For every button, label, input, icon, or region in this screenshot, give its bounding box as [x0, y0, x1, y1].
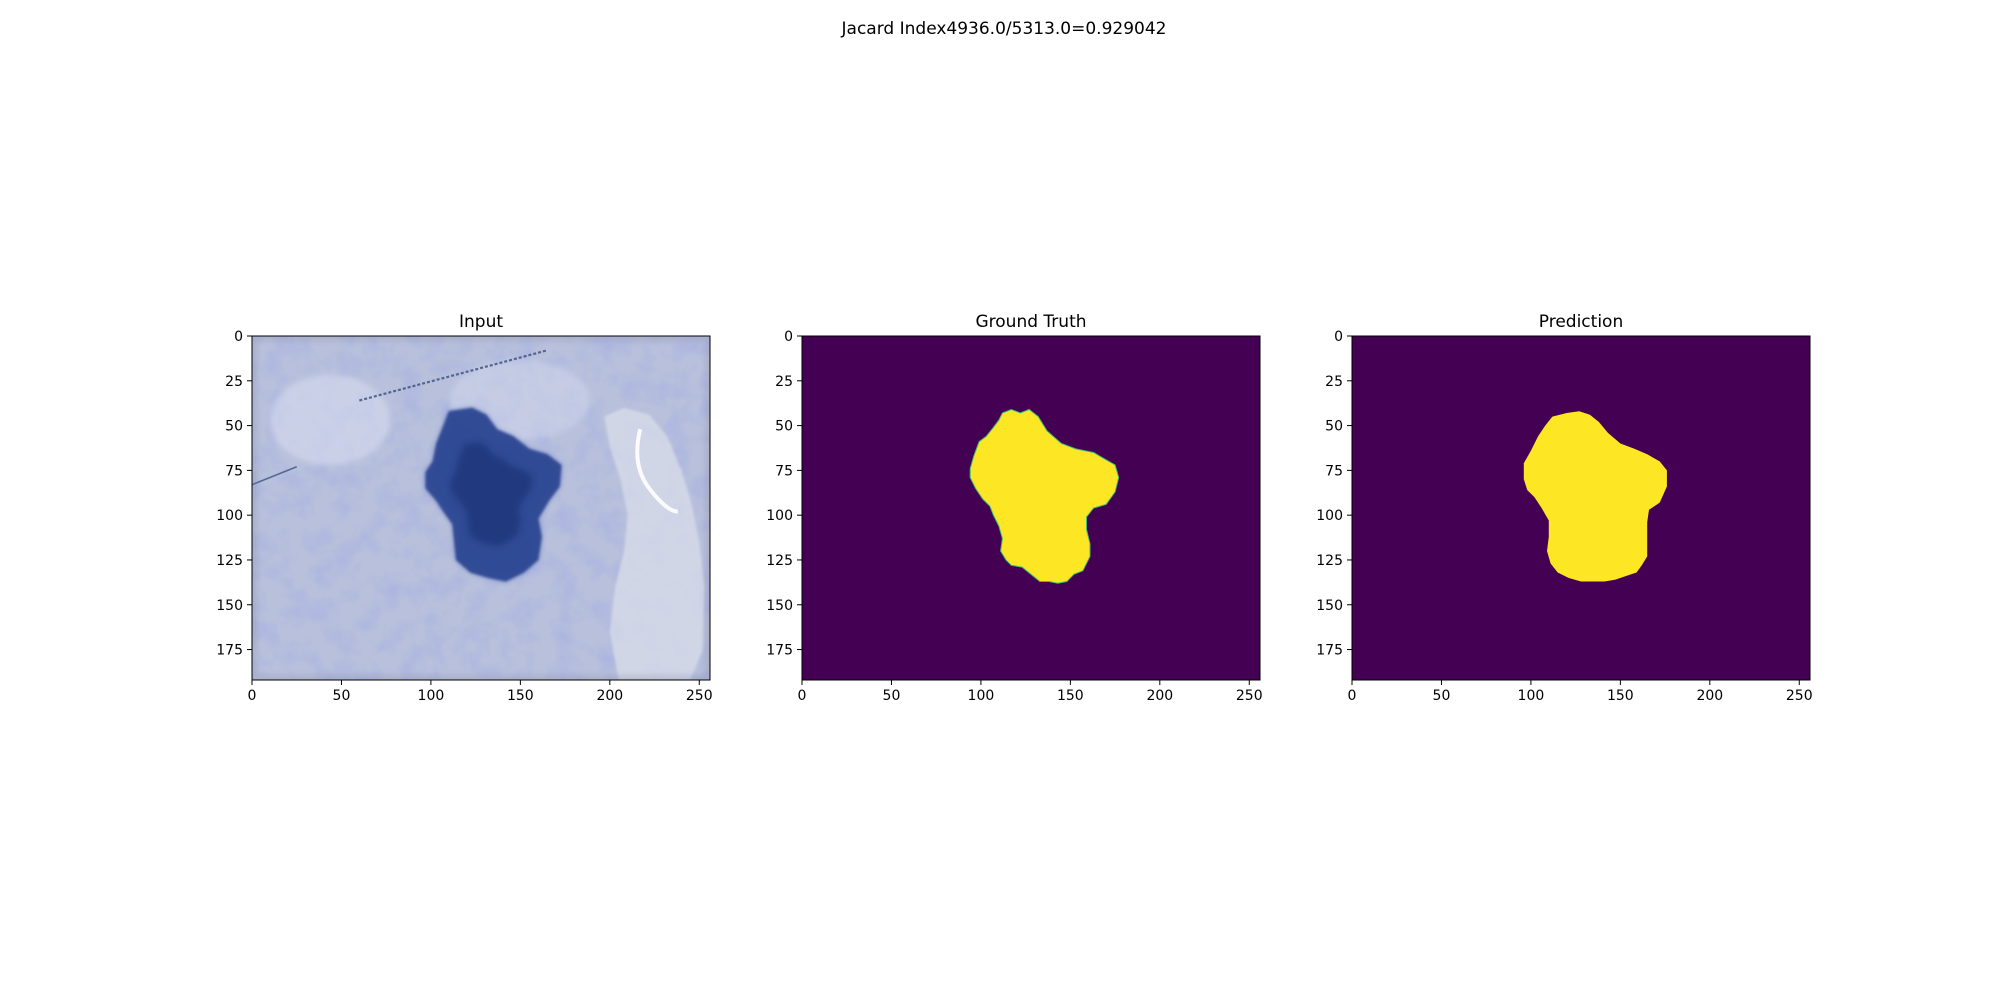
lesion-core — [450, 442, 533, 547]
x-tick-label: 200 — [1696, 688, 1723, 704]
y-tick-label: 75 — [225, 463, 243, 479]
axes-frame-prediction: 0 50 100 150 200 250 0 25 50 75 100 125 150 175 — [1316, 329, 1812, 704]
input-image-wrinkle-region — [604, 407, 705, 680]
x-tick-label: 0 — [248, 688, 257, 704]
x-tick-label: 0 — [798, 688, 807, 704]
panel-title-ground-truth: Ground Truth — [975, 312, 1086, 332]
y-tick-label: 25 — [1325, 374, 1343, 390]
wrinkle-region-fill — [604, 407, 705, 680]
panel-ground-truth: Ground Truth 0 50 100 150 200 250 0 25 50 75 100 12… — [766, 312, 1262, 704]
x-tick-label: 200 — [1146, 688, 1173, 704]
x-tick-label: 50 — [883, 688, 901, 704]
y-tick-label: 150 — [1316, 598, 1343, 614]
y-tick-label: 0 — [1334, 329, 1343, 345]
y-tick-label: 125 — [216, 553, 243, 569]
panel-input: Input 0 50 100 150 200 250 0 25 50 75 100 125 150 175 — [216, 312, 712, 704]
y-tick-label: 175 — [1316, 643, 1343, 659]
x-tick-label: 0 — [1348, 688, 1357, 704]
y-tick-label: 0 — [234, 329, 243, 345]
axes-frame-ground-truth: 0 50 100 150 200 250 0 25 50 75 100 125 150 175 — [766, 329, 1262, 704]
x-tick-label: 150 — [507, 688, 534, 704]
panel-title-input: Input — [459, 312, 503, 332]
x-tick-label: 150 — [1057, 688, 1084, 704]
ground-truth-lesion-mask — [969, 408, 1120, 584]
dark-streak — [359, 349, 548, 402]
x-tick-label: 150 — [1607, 688, 1634, 704]
y-tick-label: 25 — [225, 374, 243, 390]
x-tick-label: 250 — [1236, 688, 1263, 704]
x-tick-label: 50 — [333, 688, 351, 704]
x-tick-label: 100 — [418, 688, 445, 704]
axes-spine — [1351, 335, 1811, 681]
x-tick-label: 250 — [686, 688, 713, 704]
y-tick-label: 0 — [784, 329, 793, 345]
y-tick-label: 175 — [766, 643, 793, 659]
figure-suptitle: Jacard Index4936.0/5313.0=0.929042 — [841, 19, 1167, 39]
x-tick-label: 50 — [1433, 688, 1451, 704]
y-tick-label: 50 — [1325, 419, 1343, 435]
input-image-streaks — [252, 349, 548, 486]
prediction-lesion-mask — [1523, 411, 1667, 582]
x-tick-label: 250 — [1786, 688, 1813, 704]
x-tick-label: 100 — [1518, 688, 1545, 704]
y-tick-label: 150 — [766, 598, 793, 614]
y-tick-label: 125 — [1316, 553, 1343, 569]
axes-frame-input: 0 50 100 150 200 250 0 25 50 75 100 125 150 175 — [216, 329, 712, 704]
x-tick-label: 100 — [968, 688, 995, 704]
y-tick-label: 125 — [766, 553, 793, 569]
edge-streak — [252, 466, 298, 486]
x-tick-label: 200 — [596, 688, 623, 704]
y-tick-label: 150 — [216, 598, 243, 614]
axes-spine — [801, 335, 1261, 681]
y-tick-label: 75 — [775, 463, 793, 479]
y-tick-label: 100 — [1316, 508, 1343, 524]
axes-spine — [251, 335, 711, 681]
y-tick-label: 175 — [216, 643, 243, 659]
y-tick-label: 50 — [775, 419, 793, 435]
panel-title-prediction: Prediction — [1539, 312, 1623, 332]
y-tick-label: 50 — [225, 419, 243, 435]
y-tick-label: 25 — [775, 374, 793, 390]
ground-truth-mask — [802, 336, 1260, 680]
panel-prediction: Prediction 0 50 100 150 200 250 0 25 50 75 100 125 1… — [1316, 312, 1812, 704]
input-image — [252, 336, 710, 680]
prediction-mask — [1352, 336, 1810, 680]
input-image-pale-patch — [270, 375, 390, 465]
y-tick-label: 100 — [766, 508, 793, 524]
y-tick-label: 75 — [1325, 463, 1343, 479]
input-image-lesion — [425, 407, 562, 582]
wrinkle-highlight — [635, 428, 679, 514]
y-tick-label: 100 — [216, 508, 243, 524]
